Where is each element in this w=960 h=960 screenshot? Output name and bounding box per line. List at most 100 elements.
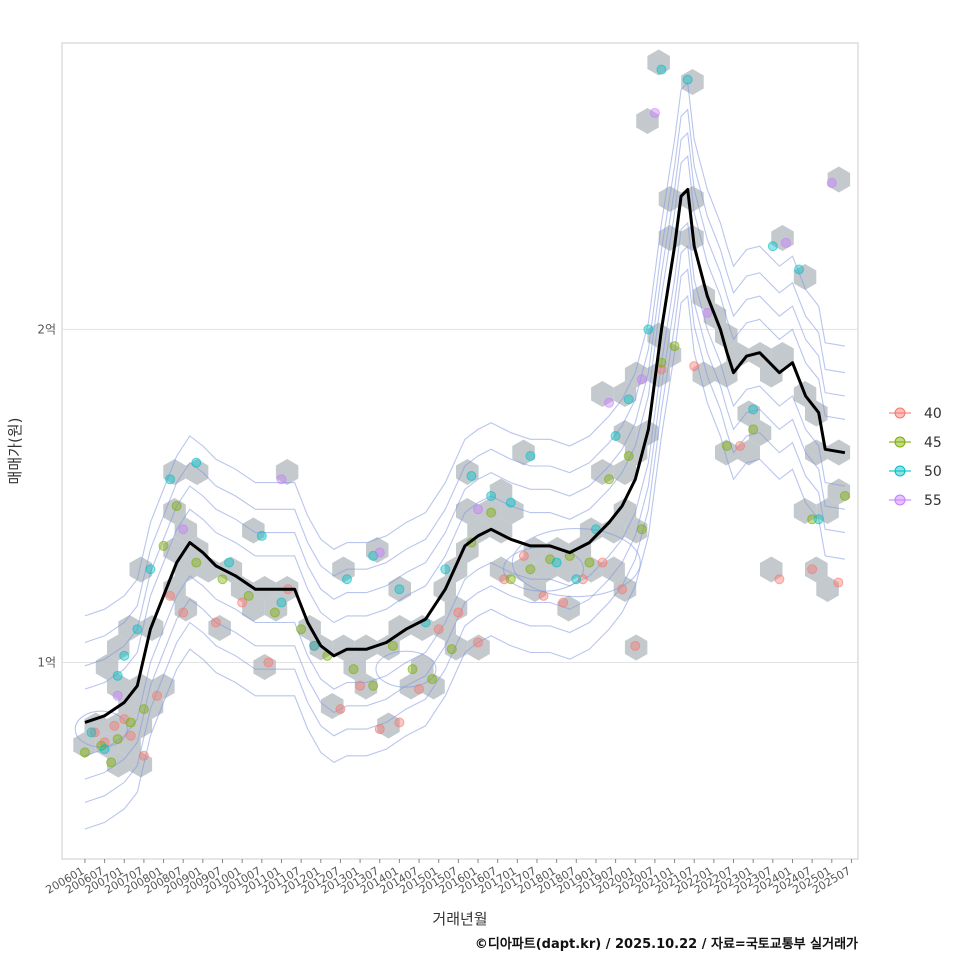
data-point-40 (689, 361, 700, 372)
hexbin-cell (411, 654, 434, 680)
hexbin-cell (624, 634, 648, 661)
data-point-50 (341, 574, 352, 585)
data-point-50 (224, 557, 235, 568)
hexbin-cell (185, 459, 209, 485)
hexbin-cell (613, 498, 637, 524)
data-point-50 (256, 530, 267, 541)
hexbin-cell (107, 712, 130, 739)
data-point-40 (335, 704, 346, 715)
data-point-40 (518, 550, 529, 561)
data-point-45 (669, 341, 680, 352)
data-point-50 (466, 470, 477, 481)
hexbin-cell (118, 693, 141, 719)
hexbin-cell (760, 556, 783, 583)
data-point-50 (119, 650, 130, 661)
density-contour (84, 221, 845, 757)
data-point-40 (597, 557, 608, 568)
density-contour (84, 294, 845, 830)
data-point-45 (748, 424, 759, 435)
trend-line (84, 188, 846, 724)
data-point-55 (276, 474, 287, 485)
hexbin-cell (647, 49, 670, 76)
data-point-45 (446, 644, 457, 655)
data-point-50 (145, 564, 156, 575)
hexbin-layer (73, 49, 851, 778)
x-axis-title: 거래년월 (432, 910, 487, 928)
data-point-45 (427, 674, 438, 685)
y-axis: 1억 2억 (37, 322, 56, 669)
hexbin-cell (579, 556, 603, 583)
data-point-50 (571, 574, 582, 585)
legend-label: 40 (924, 406, 942, 422)
data-point-45 (243, 590, 254, 601)
hexbin-cell (546, 537, 569, 563)
data-point-40 (558, 597, 569, 608)
density-contour (84, 108, 845, 644)
data-point-50 (623, 394, 634, 405)
hexbin-cell (388, 615, 411, 641)
hexbin-cell (275, 459, 299, 485)
hexbin-cell (591, 381, 614, 407)
data-point-45 (636, 524, 647, 535)
hexbin-cell (343, 654, 366, 680)
data-point-40 (538, 590, 549, 601)
y-tick-label: 2억 (37, 322, 56, 336)
data-point-45 (171, 500, 182, 511)
hexbin-cell (411, 615, 434, 641)
density-contour (84, 154, 845, 690)
hexbin-cell (478, 498, 502, 524)
data-point-40 (394, 717, 405, 728)
data-point-40 (630, 640, 641, 651)
data-point-50 (610, 431, 621, 442)
data-point-45 (296, 624, 307, 635)
data-point-45 (125, 717, 136, 728)
data-point-50 (525, 450, 536, 461)
density-contour (375, 650, 437, 688)
density-contour (84, 81, 845, 617)
data-point-40 (210, 617, 221, 628)
data-point-45 (158, 540, 169, 551)
hexbin-cell (253, 654, 276, 680)
data-point-50 (656, 64, 667, 75)
data-point-45 (79, 747, 90, 758)
data-point-40 (774, 574, 785, 585)
data-point-50 (505, 497, 516, 508)
data-point-50 (112, 670, 123, 681)
data-point-50 (440, 564, 451, 575)
data-point-55 (604, 397, 615, 408)
data-point-55 (473, 504, 484, 515)
hexbin-cell (512, 439, 535, 466)
data-point-45 (604, 474, 615, 485)
data-point-45 (348, 664, 359, 675)
hexbin-cell (354, 634, 378, 661)
data-point-40 (165, 590, 176, 601)
density-contour (511, 528, 641, 598)
data-point-50 (86, 727, 97, 738)
legend-label: 50 (924, 464, 942, 480)
data-point-40 (237, 597, 248, 608)
data-point-40 (125, 730, 136, 741)
data-point-40 (617, 584, 628, 595)
legend-label: 45 (924, 435, 942, 451)
hexbin-cell (771, 342, 794, 368)
data-point-45 (486, 507, 497, 518)
data-point-50 (794, 264, 805, 275)
hexbin-cell (388, 576, 411, 602)
data-point-40 (263, 657, 274, 668)
hexbin-cell (332, 556, 355, 583)
data-point-45 (525, 564, 536, 575)
data-point-40 (355, 680, 366, 691)
data-point-45 (112, 734, 123, 745)
data-point-50 (767, 241, 778, 252)
data-point-45 (138, 704, 149, 715)
data-point-45 (721, 441, 732, 452)
data-point-40 (374, 724, 385, 735)
hexbin-cell (816, 576, 839, 602)
legend: 40 45 50 55 (889, 406, 942, 509)
data-point-45 (106, 757, 117, 768)
data-point-50 (643, 324, 654, 335)
data-point-45 (505, 574, 516, 585)
hexbin-cell (793, 264, 817, 290)
hexbin-cell (467, 634, 490, 661)
